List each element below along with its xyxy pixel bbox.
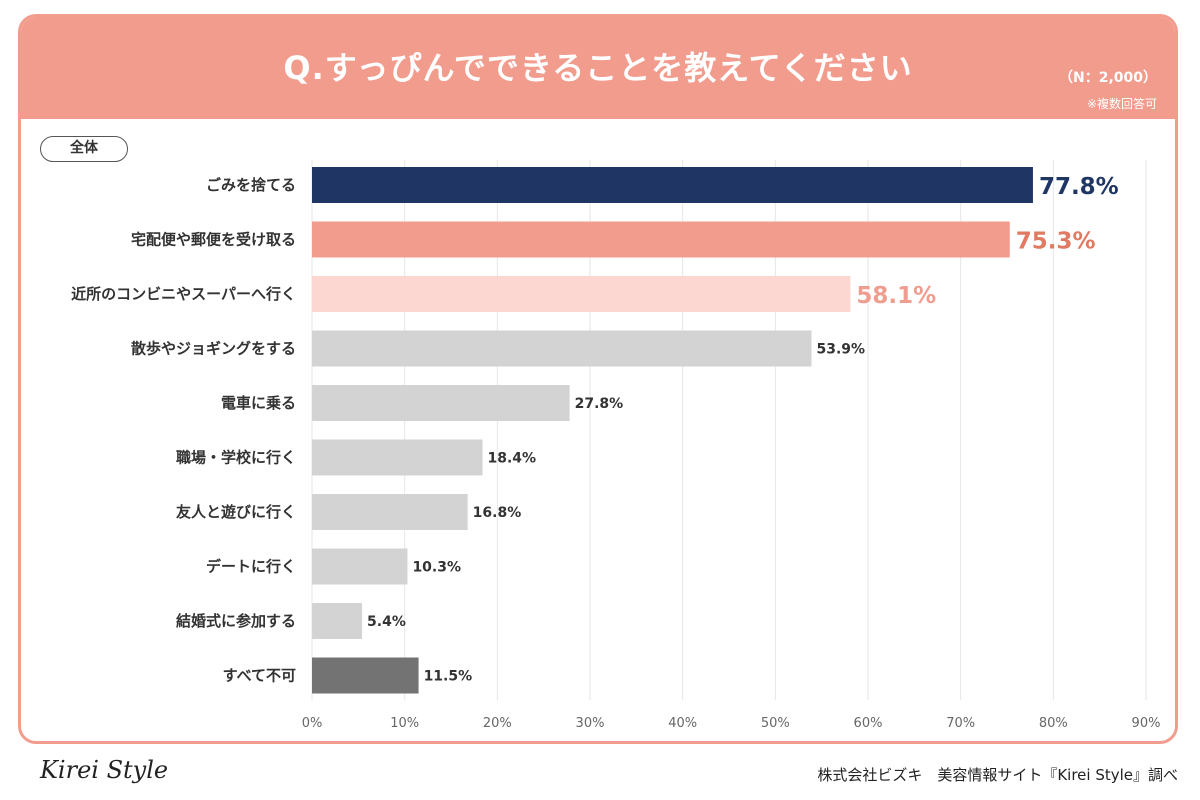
segment-label: 全体: [40, 136, 128, 162]
category-label: 散歩やジョギングをする: [131, 340, 296, 358]
header-band: Q.すっぴんでできることを教えてください （N：2,000） ※複数回答可: [21, 17, 1175, 119]
data-label: 75.3%: [1016, 229, 1096, 255]
data-label: 16.8%: [473, 505, 522, 521]
category-label: ごみを捨てる: [206, 176, 296, 194]
chart-title: Q.すっぴんでできることを教えてください: [283, 49, 913, 87]
category-label: 近所のコンビニやスーパーへ行く: [71, 285, 296, 303]
category-label: 職場・学校に行く: [176, 449, 296, 467]
kirei-style-logo: Kirei Style: [40, 756, 169, 784]
category-label: 友人と遊びに行く: [176, 503, 296, 521]
chart-card: Q.すっぴんでできることを教えてください （N：2,000） ※複数回答可 全体: [18, 14, 1178, 744]
data-label: 58.1%: [856, 283, 936, 309]
bar: [312, 548, 408, 585]
category-label: 電車に乗る: [221, 394, 296, 412]
category-label: すべて不可: [223, 667, 296, 685]
x-tick-label: 80%: [1039, 716, 1068, 731]
data-label: 18.4%: [488, 451, 537, 467]
category-label: 宅配便や郵便を受け取る: [131, 231, 296, 249]
bar: [312, 603, 363, 639]
data-label: 11.5%: [424, 669, 473, 685]
category-label: 結婚式に参加する: [176, 612, 296, 630]
x-tick-label: 40%: [668, 716, 697, 731]
x-tick-label: 30%: [576, 716, 605, 731]
bar: [312, 276, 851, 312]
footer-credit: 株式会社ビズキ 美容情報サイト『Kirei Style』調べ: [817, 766, 1178, 784]
x-tick-label: 60%: [854, 716, 883, 731]
bar: [312, 221, 1010, 258]
data-label: 27.8%: [575, 396, 624, 412]
bar: [312, 657, 419, 694]
multiple-answer-note: ※複数回答可: [1086, 97, 1157, 111]
x-tick-label: 70%: [946, 716, 975, 731]
x-tick-label: 10%: [390, 716, 419, 731]
x-tick-label: 0%: [302, 716, 323, 731]
data-label: 5.4%: [367, 614, 406, 630]
category-label: デートに行く: [206, 558, 296, 576]
bar: [312, 330, 812, 367]
bar: [312, 439, 483, 476]
data-label: 53.9%: [816, 342, 865, 358]
bar: [312, 385, 570, 421]
x-tick-label: 20%: [483, 716, 512, 731]
x-tick-label: 50%: [761, 716, 790, 731]
sample-size: （N：2,000）: [1059, 70, 1157, 86]
bar: [312, 494, 468, 530]
bar: [312, 167, 1033, 203]
data-label: 77.8%: [1039, 174, 1119, 200]
data-label: 10.3%: [412, 560, 461, 576]
x-tick-label: 90%: [1132, 716, 1161, 731]
